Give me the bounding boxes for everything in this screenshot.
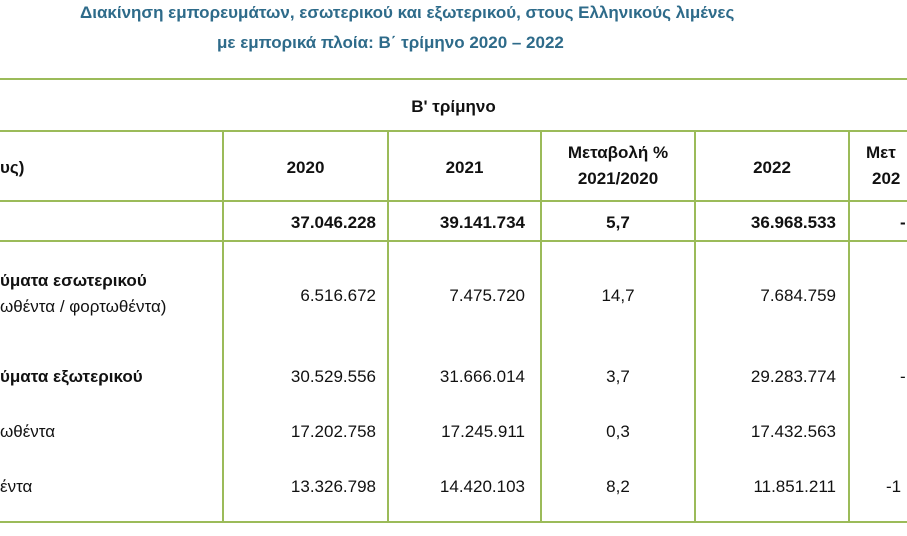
row-label: ύματα εσωτερικού [0, 271, 147, 290]
table-cell: 13.326.798 [290, 477, 376, 496]
col-header-2021: 2021 [445, 158, 484, 177]
table-cell: 3,7 [606, 367, 630, 386]
col-header-change-1: Μεταβολή % [567, 143, 669, 162]
table-cell: 17.245.911 [441, 422, 525, 441]
table-cell: 14.420.103 [439, 477, 525, 496]
col-header-change-2: Μετ [866, 143, 896, 162]
col-header-change-1-period: 2021/2020 [577, 169, 659, 188]
col-header-2022: 2022 [753, 158, 791, 177]
col-divider-4 [694, 130, 696, 523]
table-cell: 7.684.759 [760, 286, 836, 305]
table-cell: -1 [886, 477, 902, 496]
col-divider-1 [222, 130, 224, 523]
row-label: ωθέντα [0, 422, 56, 441]
title-line-2: με εμπορικά πλοία: Β΄ τρίμηνο 2020 – 202… [217, 33, 564, 52]
table-cell: 5,7 [606, 213, 630, 232]
table-cell: 7.475.720 [449, 286, 525, 305]
col-divider-2 [387, 130, 389, 523]
col-divider-3 [540, 130, 542, 523]
table-cell: 31.666.014 [439, 367, 525, 386]
table-cell: - [900, 367, 906, 386]
row-label: ύματα εξωτερικού [0, 367, 143, 386]
column-header-divider [0, 200, 907, 202]
group-header-quarter: Β' τρίμηνο [411, 97, 496, 116]
table-cell: 17.202.758 [290, 422, 376, 441]
col-divider-5 [848, 130, 850, 523]
col-header-2020: 2020 [286, 158, 325, 177]
title-line-1: Διακίνηση εμπορευμάτων, εσωτερικού και ε… [80, 3, 735, 22]
table-cell: 30.529.556 [290, 367, 376, 386]
table-cell: 37.046.228 [290, 213, 376, 232]
table-cell: 11.851.211 [753, 477, 836, 496]
table-cell: 39.141.734 [439, 213, 525, 232]
table-bottom-border [0, 521, 907, 523]
table-top-border [0, 78, 907, 80]
table-cell: - [900, 213, 906, 232]
table-cell: 8,2 [606, 477, 630, 496]
table-cell: 36.968.533 [750, 213, 836, 232]
header-divider [0, 130, 907, 132]
total-row-divider [0, 240, 907, 242]
unit-label: υς) [0, 158, 25, 177]
table-cell: 14,7 [601, 286, 635, 305]
table-cell: 0,3 [606, 422, 630, 441]
row-label: έντα [0, 477, 33, 496]
table-cell: 6.516.672 [300, 286, 376, 305]
row-label-sub: ωθέντα / φορτωθέντα) [0, 297, 167, 316]
table-cell: 17.432.563 [750, 422, 836, 441]
col-header-change-2-period: 202 [872, 169, 901, 188]
table-cell: 29.283.774 [750, 367, 836, 386]
